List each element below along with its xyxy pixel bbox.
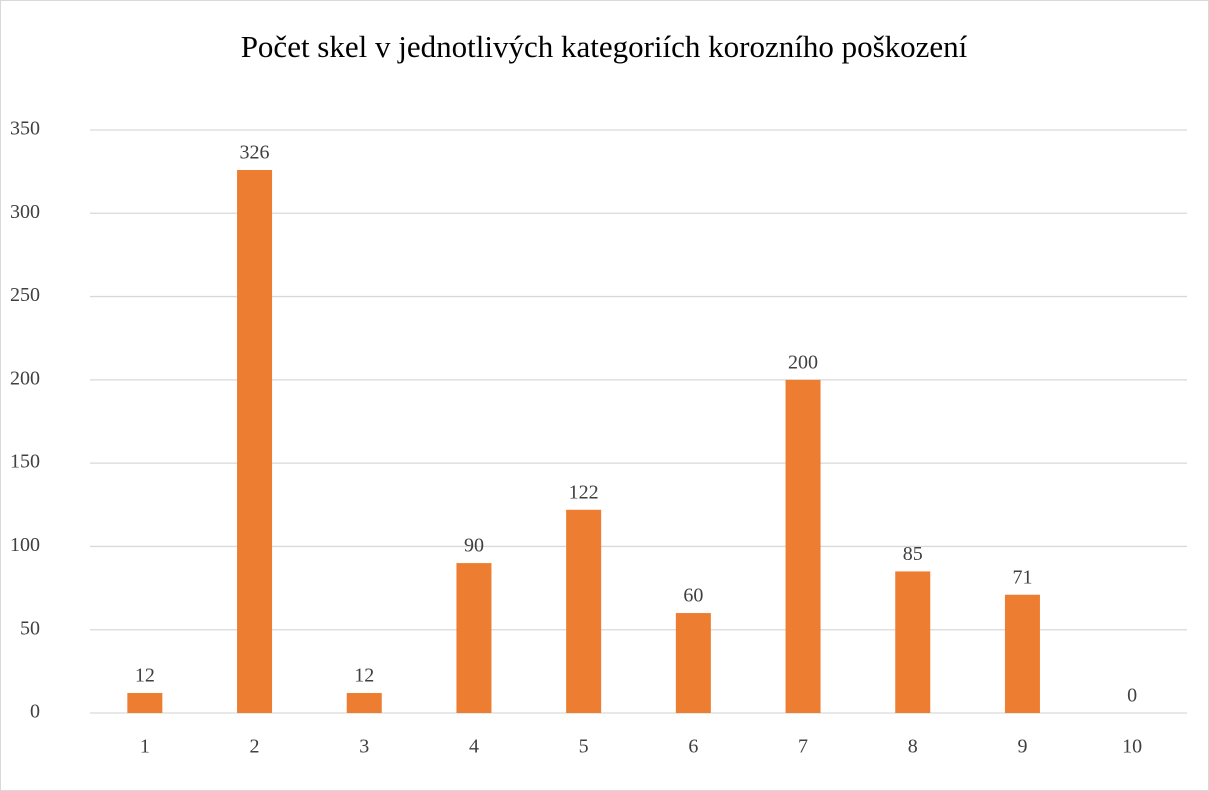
data-label: 200 [788, 351, 818, 373]
x-tick-label: 5 [579, 736, 589, 758]
y-tick-label: 200 [10, 367, 40, 389]
x-tick-label: 1 [140, 736, 150, 758]
bar [566, 509, 602, 713]
x-tick-label: 6 [688, 736, 698, 758]
data-label: 60 [683, 585, 703, 607]
x-tick-label: 9 [1017, 736, 1027, 758]
bar [456, 563, 492, 713]
y-tick-label: 50 [20, 617, 40, 639]
y-tick-label: 100 [10, 534, 40, 556]
y-tick-label: 0 [30, 701, 40, 723]
data-label: 71 [1012, 566, 1032, 588]
bar [895, 571, 931, 713]
bar [1004, 594, 1040, 713]
data-label: 122 [569, 481, 599, 503]
bar [346, 693, 382, 713]
y-tick-label: 150 [10, 451, 40, 473]
x-tick-label: 4 [469, 736, 479, 758]
y-tick-label: 250 [10, 284, 40, 306]
x-tick-label: 7 [798, 736, 808, 758]
data-label: 12 [135, 665, 155, 687]
data-label: 0 [1127, 685, 1137, 707]
data-label: 90 [464, 535, 484, 557]
data-label: 12 [354, 665, 374, 687]
bar [237, 169, 273, 713]
x-tick-label: 8 [908, 736, 918, 758]
x-tick-label: 2 [250, 736, 260, 758]
bar [675, 613, 711, 713]
bar [127, 693, 163, 713]
data-label: 85 [903, 543, 923, 565]
x-tick-label: 3 [359, 736, 369, 758]
bar [785, 379, 821, 713]
x-tick-label: 10 [1122, 736, 1142, 758]
y-tick-label: 300 [10, 201, 40, 223]
y-tick-label: 350 [10, 118, 40, 140]
chart-title: Počet skel v jednotlivých kategoriích ko… [241, 29, 968, 64]
data-label: 326 [240, 142, 270, 164]
